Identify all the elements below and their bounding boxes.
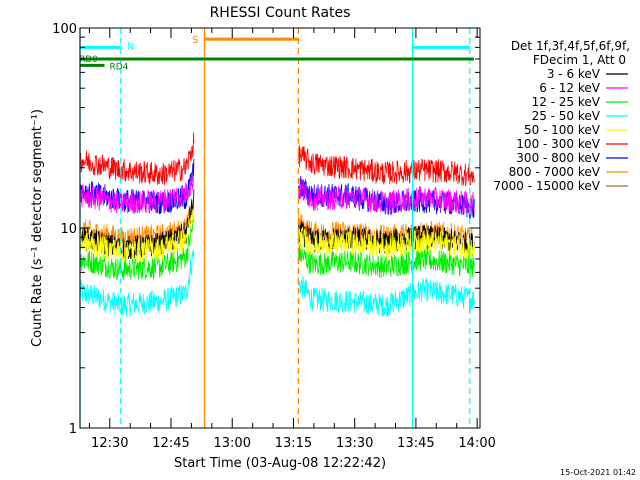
annotation-label-rd4: RD4 — [109, 62, 128, 72]
chart-title: RHESSI Count Rates — [210, 5, 351, 21]
legend-label-3-6-kev: 3 - 6 keV — [547, 67, 601, 81]
legend-label-6-12-kev: 6 - 12 keV — [539, 81, 601, 95]
legend-label-7000-15000-kev: 7000 - 15000 keV — [493, 179, 600, 193]
legend-label-300-800-kev: 300 - 800 keV — [516, 151, 600, 165]
x-axis-label: Start Time (03-Aug-08 12:22:42) — [174, 456, 386, 471]
series-trace-6-12-kev-2 — [298, 178, 475, 216]
series-trace-12-25-kev-2 — [298, 243, 475, 278]
x-tick-label-6: 13:45 — [397, 436, 434, 451]
annotation-label-s: S — [192, 35, 198, 46]
series-trace-50-100-kev-2 — [298, 226, 475, 260]
footer-date: 15-Oct-2021 01:42 — [560, 468, 636, 477]
x-tick-label-2: 12:45 — [152, 436, 189, 451]
annotation-label-rd0: RD0 — [79, 55, 98, 65]
series-trace-3-6-kev-1 — [79, 189, 195, 260]
series-trace-50-100-kev-1 — [79, 207, 195, 263]
y-tick-label-3: 100 — [52, 22, 77, 37]
series-trace-100-300-kev-2 — [298, 144, 475, 187]
series-trace-12-25-kev-1 — [79, 219, 195, 281]
x-tick-label-3: 13:00 — [214, 436, 251, 451]
plot-content: N S RD0 RD4 — [79, 28, 475, 428]
axes: 12:30 12:45 13:00 13:15 13:30 13:45 14:00 1 10 10… — [52, 22, 496, 451]
legend-label-800-7000-kev: 800 - 7000 keV — [509, 165, 601, 179]
y-axis-label: Count Rate (s⁻¹ detector segment⁻¹) — [30, 109, 45, 347]
series-trace-25-50-kev-1 — [79, 248, 195, 317]
x-tick-label-1: 12:30 — [91, 436, 128, 451]
series-trace-800-7000-kev-1 — [79, 199, 195, 251]
legend-label-50-100-kev: 50 - 100 keV — [524, 123, 601, 137]
y-tick-label-2: 10 — [60, 222, 77, 237]
legend-label-12-25-kev: 12 - 25 keV — [532, 95, 601, 109]
legend-header-line-1: Det 1f,3f,4f,5f,6f,9f, — [511, 39, 630, 53]
legend: Det 1f,3f,4f,5f,6f,9f, FDecim 1, Att 0 3… — [493, 39, 630, 193]
legend-header-line-2: FDecim 1, Att 0 — [533, 53, 626, 67]
annotation-label-n: N — [127, 41, 134, 52]
x-tick-label-7: 14:00 — [458, 436, 495, 451]
y-tick-label-1: 1 — [69, 422, 77, 437]
series-trace-25-50-kev-2 — [298, 275, 475, 318]
series-trace-6-12-kev-1 — [79, 172, 194, 215]
legend-label-25-50-kev: 25 - 50 keV — [532, 109, 601, 123]
x-tick-label-4: 13:15 — [275, 436, 312, 451]
x-tick-label-5: 13:30 — [336, 436, 373, 451]
series-trace-100-300-kev-1 — [79, 132, 195, 186]
legend-label-100-300-kev: 100 - 300 keV — [516, 137, 600, 151]
